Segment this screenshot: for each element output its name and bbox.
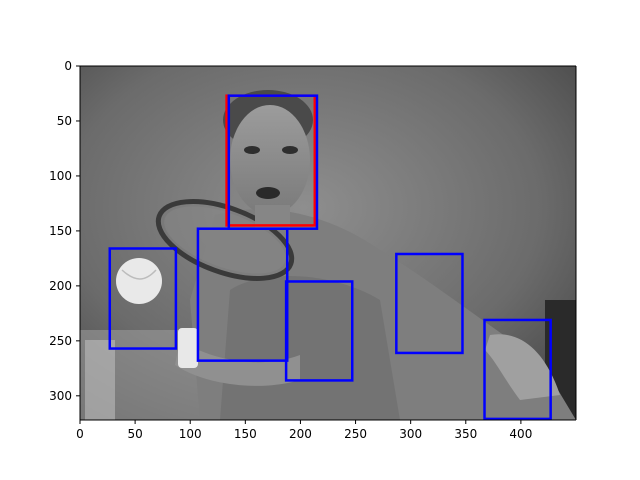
- y-tick-label: 300: [49, 389, 72, 403]
- blue-box-2: [108, 247, 178, 350]
- y-tick-label: 250: [49, 334, 72, 348]
- y-ticks: 0 50 100 150 200 250 300: [49, 59, 80, 403]
- y-tick-label: 150: [49, 224, 72, 238]
- x-ticks: 0 50 100 150 200 250 300 350 400: [76, 420, 532, 441]
- y-tick-label: 0: [64, 59, 72, 73]
- axes: [79, 65, 577, 421]
- x-tick-label: 50: [127, 427, 142, 441]
- x-tick-label: 250: [344, 427, 367, 441]
- x-tick-label: 0: [76, 427, 84, 441]
- x-tick-label: 400: [509, 427, 532, 441]
- bounding-boxes: [108, 94, 552, 421]
- blue-box-6: [483, 318, 552, 421]
- y-tick-label: 50: [57, 114, 72, 128]
- y-tick-label: 100: [49, 169, 72, 183]
- x-tick-label: 150: [234, 427, 257, 441]
- x-tick-label: 200: [289, 427, 312, 441]
- x-tick-label: 100: [179, 427, 202, 441]
- x-tick-label: 350: [454, 427, 477, 441]
- x-tick-label: 300: [399, 427, 422, 441]
- blue-box-4: [284, 280, 354, 382]
- grayscale-photo: [80, 66, 576, 420]
- blue-box-5: [395, 252, 464, 355]
- y-tick-label: 200: [49, 279, 72, 293]
